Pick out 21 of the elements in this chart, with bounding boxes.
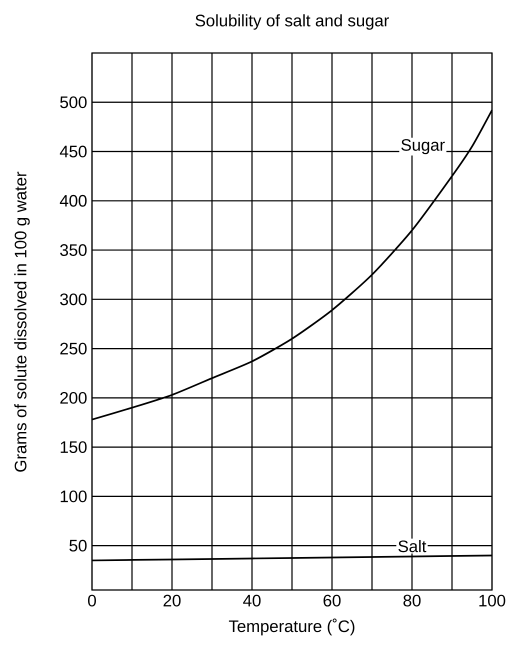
- x-tick-label: 0: [88, 594, 96, 607]
- series-label: Salt: [398, 540, 426, 552]
- x-tick-label: 20: [164, 594, 181, 607]
- x-axis-title: Temperature (˚C): [228, 618, 354, 636]
- y-tick-label: 100: [60, 490, 87, 502]
- series-label: Sugar: [401, 139, 445, 154]
- y-tick-label: 500: [60, 96, 87, 108]
- y-axis-title: Grams of solute dissolved in 100 g water: [14, 172, 30, 472]
- y-tick-label: 50: [69, 540, 87, 552]
- x-tick-label: 60: [324, 594, 341, 607]
- y-tick-label: 150: [60, 441, 87, 454]
- chart-title: Solubility of salt and sugar: [195, 14, 389, 30]
- y-tick-label: 300: [60, 293, 87, 306]
- y-tick-label: 350: [60, 244, 87, 256]
- y-tick-label: 200: [60, 392, 87, 404]
- x-tick-label: 80: [403, 594, 421, 607]
- x-tick-label: 100: [479, 594, 506, 607]
- y-tick-label: 450: [60, 146, 87, 158]
- x-tick-label: 40: [243, 594, 261, 607]
- y-tick-label: 400: [60, 194, 87, 207]
- y-tick-label: 250: [60, 342, 87, 354]
